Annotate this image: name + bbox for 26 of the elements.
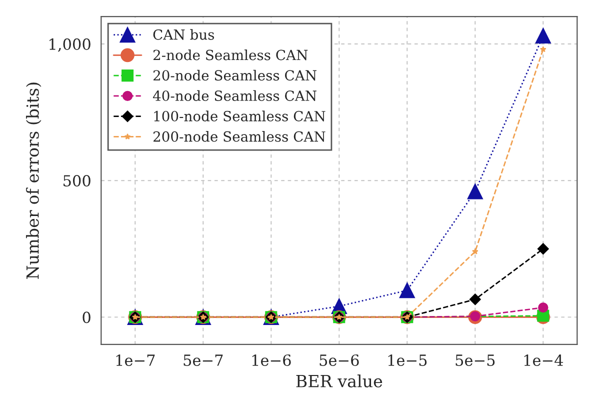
y-tick-label: 0 bbox=[82, 312, 90, 324]
x-tick-label: 1e−5 bbox=[388, 354, 427, 366]
point bbox=[467, 184, 483, 200]
legend-label: 200-node Seamless CAN bbox=[153, 131, 326, 142]
point bbox=[399, 282, 415, 298]
x-tick-label: 1e−4 bbox=[524, 354, 564, 366]
point bbox=[540, 46, 546, 52]
x-tick-label: 5e−6 bbox=[320, 354, 359, 366]
x-tick-label: 5e−5 bbox=[456, 354, 495, 366]
x-tick-label: 5e−7 bbox=[184, 354, 223, 366]
point bbox=[537, 243, 549, 255]
legend-label: CAN bus bbox=[153, 29, 214, 40]
legend-label: 40-node Seamless CAN bbox=[152, 90, 316, 102]
point bbox=[469, 294, 481, 306]
point bbox=[538, 302, 548, 313]
x-tick-label: 1e−7 bbox=[116, 354, 155, 366]
legend-label: 20-node Seamless CAN bbox=[153, 70, 316, 81]
point bbox=[535, 28, 551, 44]
legend-label: 100-node Seamless CAN bbox=[154, 110, 326, 122]
x-tick-label: 1e−6 bbox=[252, 354, 291, 366]
y-tick-label: 1,000 bbox=[50, 38, 90, 52]
y-axis-title: Number of errors (bits) bbox=[26, 82, 42, 279]
legend-label: 2-node Seamless CAN bbox=[153, 49, 308, 60]
x-axis-title: BER value bbox=[296, 374, 382, 388]
y-tick-label: 500 bbox=[64, 174, 90, 187]
point bbox=[472, 248, 478, 254]
